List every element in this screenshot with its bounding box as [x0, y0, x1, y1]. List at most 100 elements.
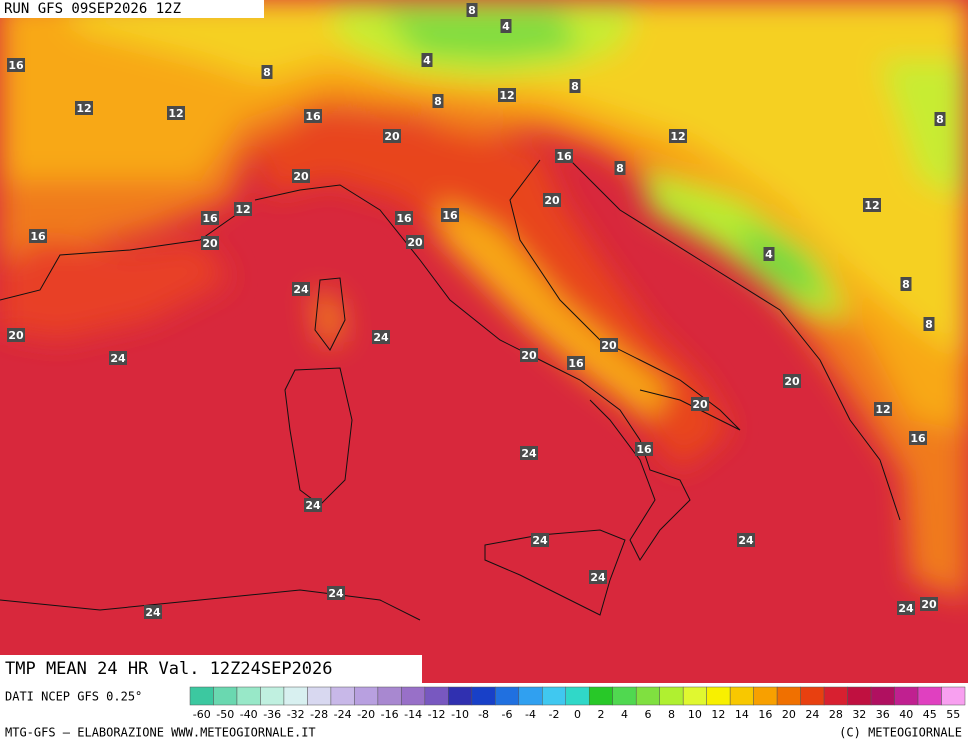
colorbar-label: 55	[946, 708, 960, 721]
contour-label: 20	[521, 349, 537, 362]
contour-label: 8	[263, 66, 271, 79]
colorbar-swatch	[307, 686, 332, 706]
colorbar-label: 14	[735, 708, 749, 721]
contour-label-box	[863, 198, 881, 212]
contour-label-box	[292, 282, 310, 296]
contour-label: 12	[235, 203, 250, 216]
colorbar-label: 6	[644, 708, 651, 721]
contour-label: 24	[521, 447, 537, 460]
colorbar-label: 36	[876, 708, 890, 721]
contour-label-box	[614, 161, 626, 175]
colorbar-swatch	[565, 686, 590, 706]
contour-label-box	[144, 605, 162, 619]
colorbar-label: -4	[525, 708, 536, 721]
colorbar-swatch	[635, 686, 660, 706]
contour-label: 4	[502, 20, 510, 33]
contour-label-box	[201, 211, 219, 225]
colorbar-swatch	[518, 686, 543, 706]
contour-label-box	[543, 193, 561, 207]
contour-label-box	[923, 317, 935, 331]
colorbar-swatch	[377, 686, 402, 706]
contour-label-box	[261, 65, 273, 79]
contour-label: 20	[601, 339, 617, 352]
contour-label: 12	[670, 130, 685, 143]
contour-label: 20	[293, 170, 309, 183]
contour-label: 16	[8, 59, 24, 72]
contour-label-box	[900, 277, 912, 291]
colorbar-label: -6	[502, 708, 513, 721]
credit: MTG-GFS — ELABORAZIONE WWW.METEOGIORNALE…	[5, 726, 316, 740]
contour-label: 12	[76, 102, 91, 115]
contour-label-box	[406, 235, 424, 249]
colorbar: -60 -50 -40 -36 -32 -28 -24 -20 -16 -14 -12 -10 -8 -6…	[189, 686, 966, 721]
contour-label-box	[201, 236, 219, 250]
contour-label-box	[669, 129, 687, 143]
colorbar-swatch	[917, 686, 942, 706]
colorbar-swatch	[236, 686, 261, 706]
coastlines	[0, 149, 901, 621]
contour-label: 24	[898, 602, 914, 615]
contour-label-box	[635, 442, 653, 456]
colorbar-swatch	[588, 686, 613, 706]
colorbar-label: 8	[668, 708, 675, 721]
colorbar-swatch	[847, 686, 872, 706]
colorbar-label: -16	[381, 708, 399, 721]
title-box	[0, 655, 422, 683]
contour-label-box	[292, 169, 310, 183]
contour-label: 12	[499, 89, 514, 102]
colorbar-swatch	[330, 686, 355, 706]
contour-label: 24	[145, 606, 161, 619]
contour-label: 24	[738, 534, 754, 547]
contour-label-box	[7, 328, 25, 342]
contour-label: 20	[784, 375, 800, 388]
colorbar-label: -28	[310, 708, 328, 721]
contour-label: 24	[590, 571, 606, 584]
colorbar-label: -40	[240, 708, 258, 721]
colorbar-label: -24	[334, 708, 352, 721]
contour-label-box	[569, 79, 581, 93]
contour-label: 16	[202, 212, 218, 225]
contour-label: 20	[407, 236, 423, 249]
colorbar-label: 45	[923, 708, 937, 721]
colorbar-swatch	[260, 686, 285, 706]
contour-label-box	[897, 601, 915, 615]
colorbar-label: 4	[621, 708, 628, 721]
contour-label-box	[421, 53, 433, 67]
contour-label-box	[7, 58, 25, 72]
map: 8 4 16 8 4 12 12 8 12 8 16 20 12 8 16 8 20 12 16 16 16 20 12 16…	[0, 0, 968, 683]
contour-label-box	[29, 229, 47, 243]
contour-label-box	[395, 211, 413, 225]
colorbar-label: -50	[216, 708, 234, 721]
colorbar-swatch	[870, 686, 895, 706]
colorbar-label: 40	[899, 708, 913, 721]
contour-label: 8	[571, 80, 579, 93]
contour-label-box	[500, 19, 512, 33]
colorbar-label: 12	[711, 708, 725, 721]
contour-label-box	[304, 498, 322, 512]
colorbar-swatch	[401, 686, 426, 706]
contour-label: 16	[396, 212, 412, 225]
colorbar-label: 10	[688, 708, 702, 721]
contour-label-box	[737, 533, 755, 547]
contour-label-box	[520, 348, 538, 362]
colorbar-swatch	[542, 686, 567, 706]
contour-label-box	[874, 402, 892, 416]
contour-label: 20	[202, 237, 218, 250]
colorbar-swatch	[471, 686, 496, 706]
contour-label-box	[441, 208, 459, 222]
contour-label: 8	[925, 318, 933, 331]
contour-label-box	[466, 3, 478, 17]
colorbar-label: -10	[451, 708, 469, 721]
colorbar-swatch	[941, 686, 966, 706]
contour-label: 20	[692, 398, 708, 411]
contour-label: 24	[532, 534, 548, 547]
contour-label-box	[432, 94, 444, 108]
colorbar-label: -32	[287, 708, 305, 721]
contour-label: 16	[910, 432, 926, 445]
header-box	[0, 0, 264, 18]
colorbar-swatch	[823, 686, 848, 706]
colorbar-label: 32	[852, 708, 866, 721]
map-title: TMP MEAN 24 HR Val. 12Z24SEP2026	[5, 659, 333, 679]
